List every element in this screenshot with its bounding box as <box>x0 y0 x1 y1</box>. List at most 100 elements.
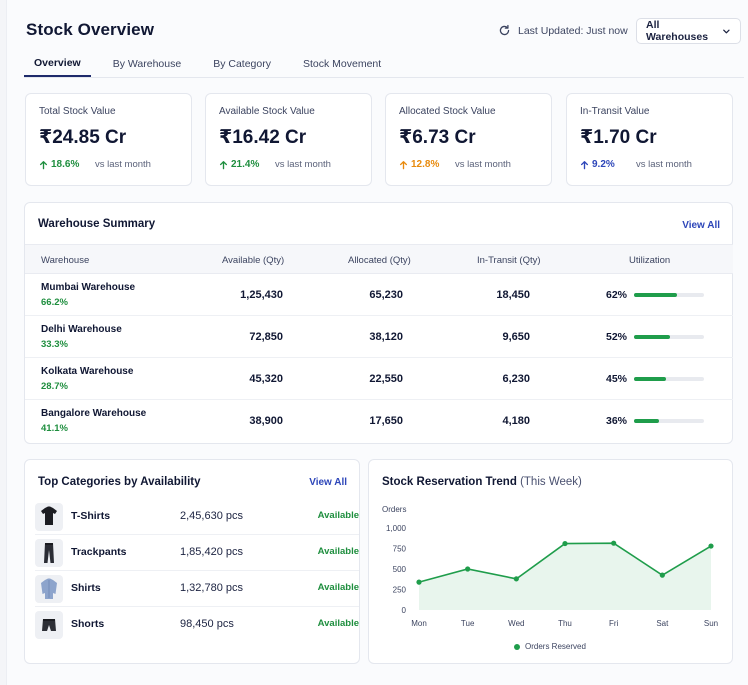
available-qty: 38,900 <box>249 415 283 427</box>
allocated-qty: 38,120 <box>369 331 403 343</box>
warehouse-summary-card: Warehouse Summary View All Warehouse Ava… <box>24 202 733 444</box>
col-available[interactable]: Available (Qty) <box>222 255 285 266</box>
arrow-up-icon <box>399 160 408 169</box>
list-item[interactable]: Shorts 98,450 pcs Available <box>35 607 359 643</box>
warehouse-select-value: All Warehouses <box>646 19 709 43</box>
warehouse-summary-title: Warehouse Summary <box>38 218 156 230</box>
col-warehouse[interactable]: Warehouse <box>41 255 90 266</box>
data-point <box>611 540 617 546</box>
y-tick-label: 1,000 <box>386 524 407 533</box>
allocated-qty: 65,230 <box>369 289 403 301</box>
category-qty: 2,45,630 pcs <box>180 510 243 522</box>
y-tick-label: 0 <box>402 606 407 615</box>
warehouse-select[interactable]: All Warehouses <box>636 18 741 44</box>
table-row[interactable]: Delhi Warehouse 33.3% 72,850 38,120 9,650 52% <box>25 316 733 358</box>
chart-title: Stock Reservation Trend <box>382 476 517 488</box>
warehouse-name: Delhi Warehouse <box>41 324 122 335</box>
x-tick-label: Fri <box>609 619 619 628</box>
kpi-vs-text: vs last month <box>275 159 331 170</box>
data-point <box>562 540 568 547</box>
col-allocated[interactable]: Allocated (Qty) <box>348 255 411 266</box>
kpi-value: ₹16.42 Cr <box>219 127 307 148</box>
x-tick-label: Mon <box>411 619 427 628</box>
refresh-icon[interactable] <box>498 24 511 37</box>
tab-by-category[interactable]: By Category <box>213 57 271 70</box>
y-tick-label: 500 <box>393 565 407 574</box>
categories-view-all-link[interactable]: View All <box>309 477 347 488</box>
data-point <box>465 566 471 572</box>
utilization-bar-fill <box>634 419 660 423</box>
data-point <box>513 576 519 582</box>
warehouse-share: 33.3% <box>41 339 68 350</box>
kpi-label: Allocated Stock Value <box>399 106 496 117</box>
kpi-label: Total Stock Value <box>39 106 116 117</box>
warehouse-view-all-link[interactable]: View All <box>682 220 720 231</box>
warehouse-name: Kolkata Warehouse <box>41 366 134 377</box>
chevron-down-icon <box>723 29 730 33</box>
list-item[interactable]: Shirts 1,32,780 pcs Available <box>35 571 359 607</box>
category-thumbnail <box>35 503 63 531</box>
available-qty: 72,850 <box>249 331 283 343</box>
utilization-value: 36% <box>605 415 627 427</box>
category-status: Available <box>317 546 359 557</box>
utilization-bar-fill <box>634 377 666 381</box>
col-in-transit[interactable]: In-Transit (Qty) <box>477 255 541 266</box>
kpi-change-value: 21.4% <box>231 159 260 170</box>
tab-by-warehouse[interactable]: By Warehouse <box>112 57 182 70</box>
data-point <box>708 543 714 549</box>
warehouse-share: 66.2% <box>41 297 68 308</box>
in-transit-qty: 18,450 <box>496 289 530 301</box>
x-tick-label: Sun <box>704 619 718 628</box>
category-name: Trackpants <box>71 546 127 558</box>
shorts-icon <box>42 619 56 631</box>
legend-label: Orders Reserved <box>525 642 586 651</box>
kpi-card-total-stock: Total Stock Value ₹24.85 Cr 18.6% vs las… <box>25 93 192 186</box>
y-tick-label: 250 <box>393 586 407 595</box>
category-thumbnail <box>35 539 63 567</box>
data-point <box>659 572 665 578</box>
x-tick-label: Tue <box>461 619 475 628</box>
warehouse-name: Bangalore Warehouse <box>41 408 147 419</box>
trackpants-icon <box>44 543 54 563</box>
utilization-bar <box>634 377 704 381</box>
data-point <box>416 579 422 585</box>
kpi-value: ₹6.73 Cr <box>399 127 476 148</box>
category-qty: 98,450 pcs <box>180 618 234 630</box>
utilization-value: 52% <box>605 331 627 343</box>
top-categories-title: Top Categories by Availability <box>38 476 201 488</box>
kpi-change-value: 9.2% <box>592 159 615 170</box>
kpi-vs-text: vs last month <box>455 159 511 170</box>
kpi-value: ₹24.85 Cr <box>39 127 127 148</box>
shirt-icon <box>41 578 57 599</box>
list-item[interactable]: Trackpants 1,85,420 pcs Available <box>35 535 359 571</box>
reservation-trend-title: Stock Reservation Trend (This Week) <box>382 476 582 488</box>
kpi-label: Available Stock Value <box>219 106 315 117</box>
in-transit-qty: 6,230 <box>502 373 530 385</box>
last-updated[interactable]: Last Updated: Just now <box>498 24 628 37</box>
kpi-change: 21.4% <box>219 159 275 170</box>
table-header: Warehouse Available (Qty) Allocated (Qty… <box>25 244 733 274</box>
arrow-up-icon <box>219 160 228 169</box>
y-axis-label: Orders <box>382 505 406 514</box>
kpi-value: ₹1.70 Cr <box>580 127 657 148</box>
legend-dot <box>514 643 520 650</box>
top-categories-card: Top Categories by Availability View All … <box>24 459 360 664</box>
page-title: Stock Overview <box>26 20 155 39</box>
tshirt-icon <box>41 506 57 525</box>
warehouse-table: Warehouse Available (Qty) Allocated (Qty… <box>25 244 733 442</box>
col-utilization[interactable]: Utilization <box>629 255 671 266</box>
tab-stock-movement[interactable]: Stock Movement <box>302 57 382 70</box>
kpi-card-in-transit: In-Transit Value ₹1.70 Cr 9.2% vs last m… <box>566 93 733 186</box>
kpi-change: 9.2% <box>580 159 636 170</box>
table-row[interactable]: Mumbai Warehouse 66.2% 1,25,430 65,230 18,45… <box>25 274 733 316</box>
table-row[interactable]: Bangalore Warehouse 41.1% 38,900 17,650 4,18… <box>25 400 733 442</box>
kpi-card-available-stock: Available Stock Value ₹16.42 Cr 21.4% vs… <box>205 93 372 186</box>
tab-overview[interactable]: Overview <box>24 50 91 77</box>
table-row[interactable]: Kolkata Warehouse 28.7% 45,320 22,550 6,230 4… <box>25 358 733 400</box>
category-name: Shirts <box>71 582 101 594</box>
utilization-bar-fill <box>634 293 678 297</box>
kpi-change-value: 12.8% <box>411 159 440 170</box>
list-item[interactable]: T-Shirts 2,45,630 pcs Available <box>35 499 359 535</box>
kpi-vs-text: vs last month <box>636 159 692 170</box>
series-area <box>419 543 711 610</box>
